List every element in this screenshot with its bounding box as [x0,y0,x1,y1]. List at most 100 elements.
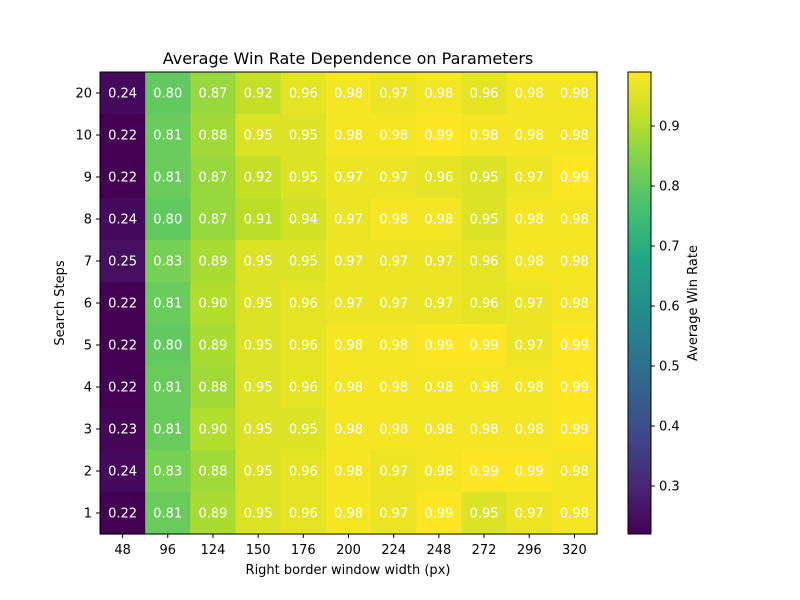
heatmap-cell [461,156,508,199]
heatmap-cell [280,72,327,115]
cell-value-label: 0.81 [153,423,182,438]
heatmap-cell [371,198,417,241]
heatmap-cell [280,156,327,199]
cell-value-label: 0.95 [244,255,273,270]
cell-value-label: 0.98 [470,129,499,144]
colorbar-tick-label: 0.6 [659,300,680,315]
heatmap-cell [325,198,372,241]
heatmap-cell [325,492,372,535]
cell-value-label: 0.87 [198,87,227,102]
cell-value-label: 0.98 [334,381,363,396]
cell-value-label: 0.95 [289,129,318,144]
y-tick-label: 5 [84,339,92,354]
heatmap-cell [235,240,282,283]
heatmap-cell [416,492,463,535]
cell-value-label: 0.96 [470,255,499,270]
heatmap-cell [145,492,191,535]
heatmap-cell [190,114,237,157]
cell-value-label: 0.22 [108,171,137,186]
heatmap-cell [235,282,282,325]
cell-value-label: 0.25 [108,255,137,270]
heatmap-cell [145,408,191,451]
cell-value-label: 0.22 [108,507,137,522]
heatmap-cell [506,366,553,409]
cell-value-label: 0.89 [198,255,227,270]
x-tick-label: 296 [517,543,542,558]
cell-value-label: 0.95 [244,423,273,438]
cell-value-label: 0.98 [334,129,363,144]
cell-value-label: 0.97 [424,255,453,270]
x-tick-label: 176 [291,543,316,558]
cell-value-label: 0.24 [108,465,137,480]
cell-value-label: 0.98 [424,423,453,438]
cell-value-label: 0.83 [153,255,182,270]
heatmap-cell [371,114,417,157]
cell-value-label: 0.81 [153,297,182,312]
cell-value-label: 0.95 [470,507,499,522]
cell-value-label: 0.98 [560,87,589,102]
heatmap-cell [145,366,191,409]
heatmap-cell [190,72,237,115]
heatmap-cell [235,324,282,367]
y-tick-label: 9 [84,171,92,186]
cell-value-label: 0.96 [289,297,318,312]
cell-value-label: 0.88 [198,381,227,396]
heatmap-cell [416,366,463,409]
heatmap-cell [190,366,237,409]
heatmap-cell [235,450,282,493]
cell-value-label: 0.97 [334,297,363,312]
heatmap-cell [190,450,237,493]
heatmap-cell [235,408,282,451]
heatmap-cell [325,366,372,409]
colorbar-label: Average Win Rate [686,245,701,361]
cell-value-label: 0.95 [244,507,273,522]
heatmap-cell [100,408,146,451]
cell-value-label: 0.24 [108,213,137,228]
cell-value-label: 0.99 [424,339,453,354]
x-tick-label: 224 [381,543,406,558]
cell-value-label: 0.87 [198,213,227,228]
heatmap-cell [371,156,417,199]
heatmap-cell [100,324,146,367]
x-axis-label: Right border window width (px) [246,563,451,578]
heatmap-cell [190,324,237,367]
heatmap-cells: 0.24 0.80 0.87 0.92 0.96 0.98 0.97 0.98 0.96 0.98… [100,72,598,535]
heatmap-cell [280,366,327,409]
heatmap-cell [235,72,282,115]
x-tick-label: 124 [201,543,226,558]
heatmap-cell [416,450,463,493]
cell-value-label: 0.91 [244,213,273,228]
cell-value-label: 0.80 [153,213,182,228]
y-tick-label: 10 [75,129,92,144]
cell-value-label: 0.22 [108,339,137,354]
cell-value-label: 0.90 [198,423,227,438]
heatmap-cell [416,114,463,157]
cell-value-label: 0.97 [334,213,363,228]
heatmap-cell [461,408,508,451]
cell-value-label: 0.98 [515,423,544,438]
colorbar-tick-label: 0.7 [659,240,680,255]
cell-value-label: 0.98 [470,423,499,438]
heatmap-cell [371,240,417,283]
heatmap-cell [371,366,417,409]
cell-value-label: 0.98 [424,381,453,396]
heatmap-cell [190,282,237,325]
heatmap-cell [235,198,282,241]
heatmap-cell [461,324,508,367]
x-tick-label: 248 [426,543,451,558]
y-tick-label: 3 [84,423,92,438]
cell-value-label: 0.80 [153,87,182,102]
cell-value-label: 0.92 [244,87,273,102]
cell-value-label: 0.80 [153,339,182,354]
chart-title: Average Win Rate Dependence on Parameter… [163,49,533,68]
cell-value-label: 0.95 [244,129,273,144]
heatmap-cell [461,114,508,157]
heatmap-cell [235,492,282,535]
heatmap-cell [461,198,508,241]
colorbar-tick-label: 0.4 [659,420,680,435]
heatmap-cell [280,324,327,367]
heatmap-cell [551,114,598,157]
cell-value-label: 0.22 [108,297,137,312]
cell-value-label: 0.98 [424,87,453,102]
cell-value-label: 0.99 [560,423,589,438]
